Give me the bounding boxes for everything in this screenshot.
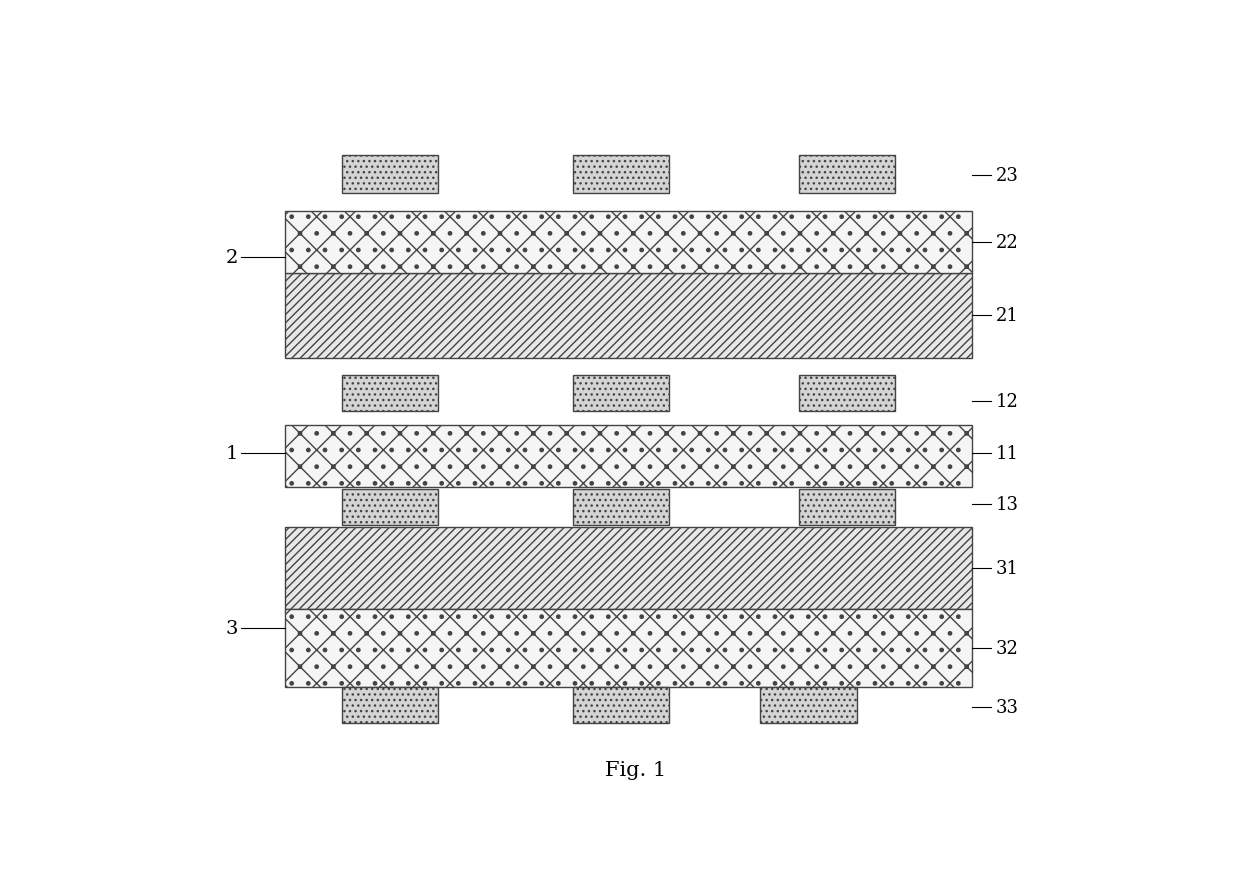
Bar: [285, 274, 972, 358]
Text: 21: 21: [996, 307, 1019, 325]
Text: 12: 12: [996, 393, 1019, 411]
Bar: [342, 687, 439, 722]
Text: 31: 31: [996, 560, 1019, 578]
Bar: [573, 156, 670, 193]
Bar: [342, 489, 439, 525]
Text: 2: 2: [226, 249, 238, 266]
Bar: [285, 426, 972, 488]
Text: 11: 11: [996, 444, 1019, 462]
Bar: [799, 156, 895, 193]
Bar: [573, 375, 670, 411]
Text: 22: 22: [996, 234, 1018, 252]
Bar: [285, 527, 972, 610]
Bar: [342, 156, 439, 193]
Text: 13: 13: [996, 495, 1019, 513]
Text: 33: 33: [996, 698, 1019, 716]
Text: Fig. 1: Fig. 1: [605, 760, 666, 779]
Bar: [760, 687, 857, 722]
Bar: [573, 687, 670, 722]
Text: 32: 32: [996, 639, 1019, 657]
Bar: [285, 610, 972, 687]
Bar: [799, 489, 895, 525]
Bar: [799, 375, 895, 411]
Bar: [573, 489, 670, 525]
Bar: [285, 212, 972, 274]
Text: 23: 23: [996, 167, 1019, 185]
Bar: [342, 375, 439, 411]
Text: 3: 3: [226, 620, 238, 637]
Text: 1: 1: [226, 444, 238, 462]
